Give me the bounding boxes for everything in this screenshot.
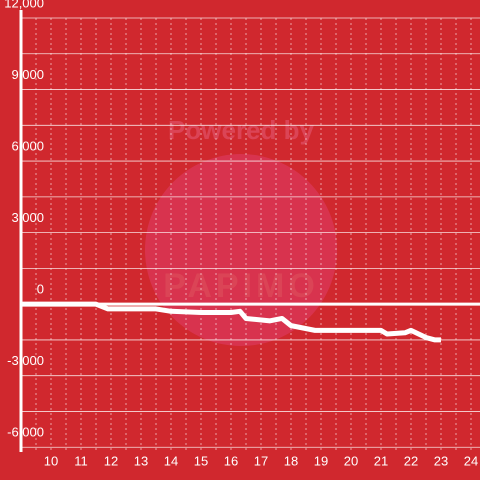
x-tick-label: 10 (44, 453, 58, 468)
x-tick-label: 15 (194, 453, 208, 468)
y-tick-label: 3,000 (11, 210, 44, 225)
x-tick-label: 16 (224, 453, 238, 468)
x-tick-label: 23 (434, 453, 448, 468)
x-tick-label: 20 (344, 453, 358, 468)
watermark-text: PAPIMO (163, 267, 319, 305)
y-tick-label: -3,000 (7, 353, 44, 368)
x-tick-label: 14 (164, 453, 178, 468)
y-tick-label: 6,000 (11, 139, 44, 154)
y-tick-label: 0 (37, 282, 44, 297)
x-tick-label: 12 (104, 453, 118, 468)
x-tick-label: 17 (254, 453, 268, 468)
x-tick-label: 13 (134, 453, 148, 468)
watermark-text: Powered by (168, 115, 314, 145)
x-tick-label: 24 (464, 453, 478, 468)
x-tick-label: 22 (404, 453, 418, 468)
x-tick-label: 18 (284, 453, 298, 468)
watermark-circle (145, 154, 337, 346)
y-tick-label: -6,000 (7, 425, 44, 440)
x-tick-label: 19 (314, 453, 328, 468)
x-tick-label: 11 (74, 453, 88, 468)
watermark: Powered by PAPIMO (145, 115, 337, 346)
y-tick-label: 9,000 (11, 67, 44, 82)
y-tick-label: 12,000 (4, 0, 44, 10)
data-line (21, 301, 441, 343)
x-tick-label: 21 (374, 453, 388, 468)
